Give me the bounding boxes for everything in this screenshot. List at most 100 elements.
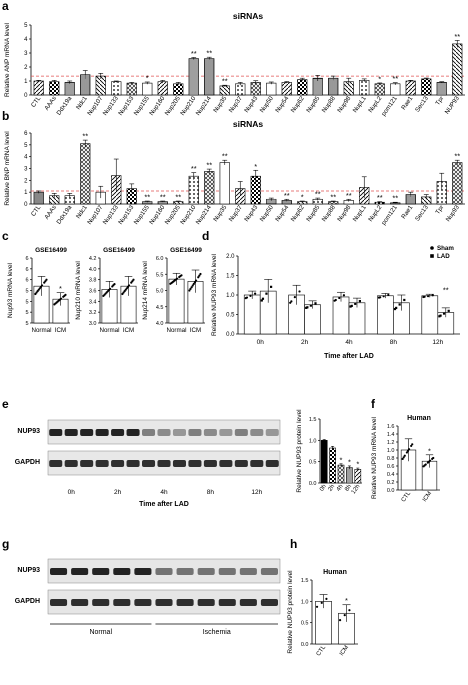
x-tick-label: Nup54 bbox=[274, 204, 291, 223]
y-tick-label: 0 bbox=[24, 93, 28, 99]
x-tick-label: Nup50 bbox=[259, 204, 276, 223]
y-tick-label: 6 bbox=[25, 256, 28, 262]
data-point bbox=[40, 284, 44, 287]
data-point bbox=[194, 279, 198, 282]
x-tick-label: AAAs bbox=[43, 204, 58, 221]
y-axis-label: Relative NUP93 protein level bbox=[287, 570, 294, 654]
blot-band bbox=[260, 599, 278, 606]
x-tick-label: 2h bbox=[327, 484, 336, 493]
blot-band bbox=[265, 460, 279, 467]
legend-marker bbox=[430, 254, 434, 258]
data-point bbox=[387, 293, 390, 297]
x-tick-label: 8h bbox=[390, 339, 398, 346]
bar bbox=[33, 80, 44, 96]
panel-letter-h: h bbox=[290, 537, 297, 551]
bar bbox=[219, 85, 230, 96]
bar bbox=[320, 440, 328, 484]
panel-letter-b: b bbox=[2, 109, 9, 123]
y-tick-label: 0.0 bbox=[309, 481, 317, 487]
blot-band bbox=[64, 429, 78, 436]
x-tick-label: 4h bbox=[345, 339, 353, 346]
blot-band bbox=[142, 429, 156, 436]
blot-band bbox=[260, 568, 278, 575]
chart-c2: GSE16499 Nup210 mRNA level 3.0 3.2 3.4 3.6 3.8… bbox=[75, 247, 138, 334]
y-tick-label: 3 bbox=[24, 51, 28, 57]
blot-lane-label: 8h bbox=[207, 489, 215, 496]
x-tick-label: Normal bbox=[100, 327, 120, 334]
x-tick-label: 0h bbox=[257, 339, 265, 346]
significance-mark: ** bbox=[82, 132, 88, 141]
western-blot-e: NUP93 GAPDH 0h 2h 4h 8h 12h Time after LAD bbox=[15, 419, 281, 508]
significance-mark: ** bbox=[377, 193, 383, 202]
y-tick-label: 4 bbox=[24, 155, 28, 161]
y-tick-label: 6 bbox=[25, 267, 28, 273]
bar bbox=[204, 58, 215, 96]
x-tick-label: CTL bbox=[30, 95, 43, 109]
data-point bbox=[410, 444, 413, 448]
y-tick-label: 0.5 bbox=[301, 621, 309, 627]
bar bbox=[337, 464, 345, 484]
bar bbox=[235, 83, 246, 96]
y-tick-label: 1 bbox=[24, 190, 28, 196]
x-tick-label: 2h bbox=[301, 339, 309, 346]
blot-row-label: NUP93 bbox=[17, 428, 40, 435]
bar bbox=[188, 175, 199, 205]
bar bbox=[173, 83, 184, 96]
x-tick-label: Ddx19a bbox=[55, 204, 73, 226]
x-tick-label: Nup85 bbox=[305, 95, 322, 114]
data-point bbox=[269, 285, 273, 288]
chart-b: siRNAs Relative BNP mRNA level 0 1 2 3 4 5 6 CTL A… bbox=[4, 119, 465, 226]
panel-letter-a: a bbox=[2, 0, 9, 13]
x-tick-label: CTL bbox=[316, 644, 328, 657]
data-point bbox=[124, 288, 127, 291]
data-point bbox=[45, 278, 48, 281]
chart-title: Human bbox=[407, 415, 431, 422]
x-tick-label: pom121 bbox=[380, 204, 399, 227]
blot-band bbox=[142, 460, 156, 467]
blot-band bbox=[64, 460, 78, 467]
significance-mark: ** bbox=[284, 191, 290, 200]
significance-mark: ** bbox=[175, 193, 181, 202]
data-point bbox=[395, 306, 398, 310]
chart-e_quant: Relative NUP93 protein level 0.0 0.5 1.0 1.5… bbox=[296, 409, 362, 495]
data-point bbox=[382, 295, 385, 298]
data-point bbox=[197, 276, 200, 279]
blot-band bbox=[71, 599, 89, 606]
blot-band bbox=[126, 460, 140, 467]
y-tick-label: 0.8 bbox=[387, 456, 395, 462]
bar bbox=[281, 82, 292, 96]
y-tick-label: 1.0 bbox=[309, 438, 317, 444]
y-tick-label: 3 bbox=[24, 167, 28, 173]
data-point bbox=[349, 305, 352, 308]
y-tick-label: 4.2 bbox=[89, 256, 97, 262]
data-point bbox=[402, 456, 405, 459]
bar bbox=[436, 82, 447, 96]
y-axis-label: Relative NUP93 protein level bbox=[296, 409, 303, 493]
bar bbox=[359, 80, 370, 96]
data-point bbox=[172, 280, 175, 283]
data-point bbox=[379, 296, 382, 299]
x-tick-label: Tpr bbox=[434, 204, 445, 216]
significance-mark: ** bbox=[392, 194, 398, 203]
y-tick-label: 5 bbox=[24, 143, 28, 149]
bar bbox=[266, 82, 277, 96]
data-point bbox=[249, 294, 252, 297]
chart-a: siRNAs Relative ANP mRNA level 0 1 2 3 4 5 CTL AA… bbox=[4, 11, 465, 117]
x-tick-label: ICM bbox=[190, 327, 201, 334]
chart-title: GSE16499 bbox=[103, 247, 135, 254]
blot-band bbox=[134, 599, 152, 606]
x-tick-label: 4h bbox=[336, 484, 345, 493]
y-tick-label: 3.6 bbox=[89, 289, 97, 295]
bar bbox=[126, 82, 137, 96]
data-point bbox=[442, 312, 446, 315]
data-point bbox=[407, 448, 411, 451]
y-axis-label: Relative BNP mRNA level bbox=[4, 131, 11, 206]
y-tick-label: 1.6 bbox=[387, 424, 395, 430]
x-tick-label: Nup54 bbox=[274, 95, 291, 114]
bar bbox=[354, 469, 362, 484]
blot-band bbox=[157, 429, 171, 436]
data-point bbox=[428, 459, 432, 462]
bar bbox=[142, 82, 153, 96]
data-point bbox=[348, 609, 351, 612]
y-tick-label: 1.0 bbox=[387, 448, 395, 454]
